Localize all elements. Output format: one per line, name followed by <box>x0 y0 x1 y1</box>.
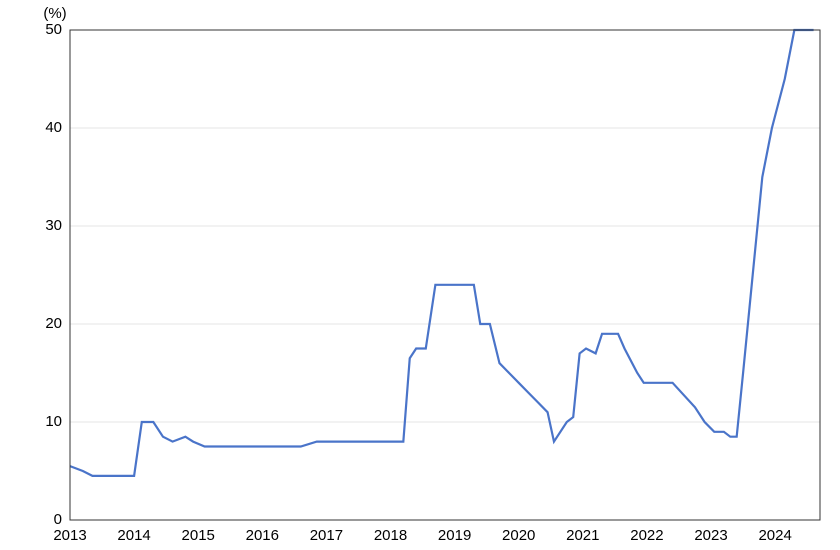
x-tick-label: 2019 <box>438 527 471 544</box>
plot-border <box>70 30 820 520</box>
data-series-line <box>70 30 814 476</box>
x-tick-label: 2018 <box>374 527 407 544</box>
x-tick-label: 2013 <box>53 527 86 544</box>
x-tick-label: 2015 <box>182 527 215 544</box>
x-tick-label: 2014 <box>117 527 150 544</box>
y-tick-label: 20 <box>45 315 62 332</box>
y-axis-title: (%) <box>43 5 66 22</box>
y-tick-label: 40 <box>45 119 62 136</box>
x-tick-label: 2022 <box>630 527 663 544</box>
x-tick-label: 2021 <box>566 527 599 544</box>
x-tick-label: 2024 <box>758 527 791 544</box>
x-tick-label: 2016 <box>246 527 279 544</box>
x-tick-label: 2020 <box>502 527 535 544</box>
chart-container: 0 10 20 30 40 50 2013 2014 2015 2016 2017 2018 2019 2… <box>0 0 840 550</box>
line-chart: 0 10 20 30 40 50 2013 2014 2015 2016 2017 2018 2019 2… <box>0 0 840 550</box>
x-tick-label: 2017 <box>310 527 343 544</box>
y-tick-label: 30 <box>45 217 62 234</box>
y-tick-label: 10 <box>45 413 62 430</box>
x-tick-label: 2023 <box>694 527 727 544</box>
y-tick-label: 50 <box>45 21 62 38</box>
y-tick-label: 0 <box>54 511 62 528</box>
